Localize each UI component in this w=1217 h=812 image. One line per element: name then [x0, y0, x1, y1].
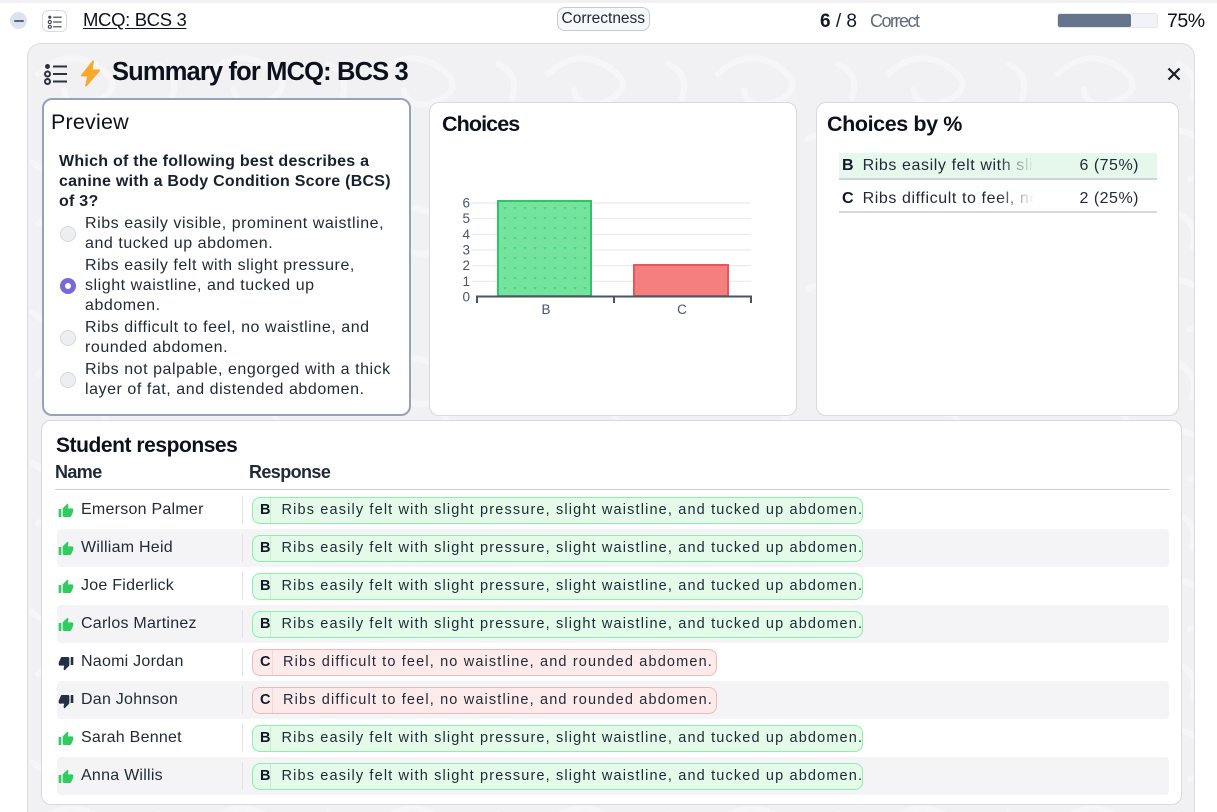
- svg-text:1: 1: [462, 274, 470, 289]
- svg-text:3: 3: [462, 243, 470, 258]
- svg-text:5: 5: [462, 211, 470, 226]
- svg-text:0: 0: [462, 290, 470, 305]
- svg-text:2: 2: [462, 258, 470, 273]
- svg-text:6: 6: [462, 196, 470, 211]
- svg-text:4: 4: [462, 227, 470, 242]
- svg-text:C: C: [677, 302, 687, 317]
- svg-text:B: B: [541, 302, 550, 317]
